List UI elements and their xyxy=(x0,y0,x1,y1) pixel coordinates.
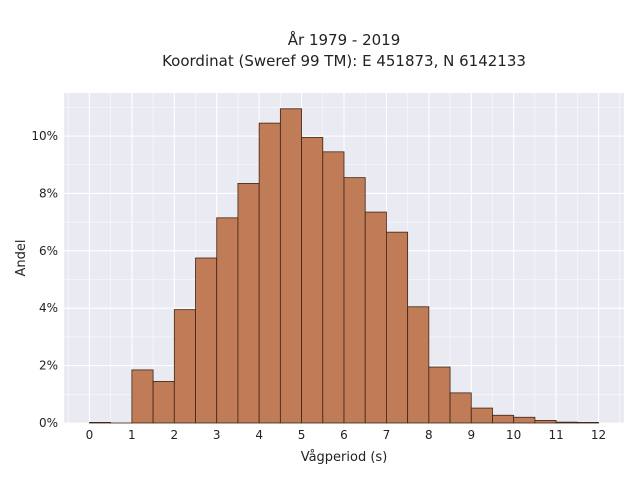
x-tick-label: 9 xyxy=(467,428,475,442)
histogram-bar xyxy=(322,151,345,424)
histogram-bar xyxy=(237,182,260,424)
histogram-bar xyxy=(258,122,281,424)
histogram-bar xyxy=(449,392,472,424)
y-tick-label: 4% xyxy=(39,301,58,315)
histogram-bar xyxy=(131,369,154,424)
histogram-bar xyxy=(492,414,515,424)
x-tick-label: 1 xyxy=(128,428,136,442)
x-tick-label: 3 xyxy=(213,428,221,442)
x-axis-label: Vågperiod (s) xyxy=(301,450,388,465)
x-tick-label: 5 xyxy=(298,428,306,442)
y-tick-label: 8% xyxy=(39,186,58,200)
histogram-bar xyxy=(173,309,196,424)
histogram-bar xyxy=(428,366,451,424)
histogram-bar xyxy=(89,422,112,424)
y-axis-label: Andel xyxy=(14,240,29,277)
x-tick-label: 2 xyxy=(170,428,178,442)
chart-title: År 1979 - 2019 xyxy=(288,30,401,49)
histogram-bar xyxy=(301,137,324,424)
histogram-bar xyxy=(152,380,175,424)
histogram-bar xyxy=(386,231,409,424)
y-tick-label: 2% xyxy=(39,359,58,373)
histogram-bar xyxy=(216,217,239,424)
x-tick-label: 8 xyxy=(425,428,433,442)
histogram-bar xyxy=(534,420,557,424)
x-tick-label: 0 xyxy=(86,428,94,442)
x-tick-label: 6 xyxy=(340,428,348,442)
y-axis-ticks: 0% 2% 4% 6% 8% 10% xyxy=(31,129,58,430)
histogram-bar xyxy=(195,257,218,424)
bars xyxy=(89,108,599,424)
x-tick-label: 7 xyxy=(383,428,391,442)
histogram-bar xyxy=(364,211,387,424)
y-tick-label: 10% xyxy=(31,129,58,143)
histogram-bar xyxy=(513,416,536,424)
histogram-bar xyxy=(407,306,430,424)
x-axis-ticks: 0 1 2 3 4 5 6 7 8 9 10 11 12 xyxy=(86,428,607,442)
y-tick-label: 6% xyxy=(39,244,58,258)
histogram-bar xyxy=(343,177,366,424)
x-tick-label: 12 xyxy=(591,428,606,442)
x-tick-label: 11 xyxy=(548,428,563,442)
histogram-bar xyxy=(279,108,302,424)
x-tick-label: 10 xyxy=(506,428,521,442)
histogram-bar xyxy=(470,407,493,424)
chart-subtitle: Koordinat (Sweref 99 TM): E 451873, N 61… xyxy=(162,52,526,70)
histogram-bar xyxy=(555,421,578,424)
x-tick-label: 4 xyxy=(255,428,263,442)
histogram-bar xyxy=(576,422,599,424)
y-tick-label: 0% xyxy=(39,416,58,430)
